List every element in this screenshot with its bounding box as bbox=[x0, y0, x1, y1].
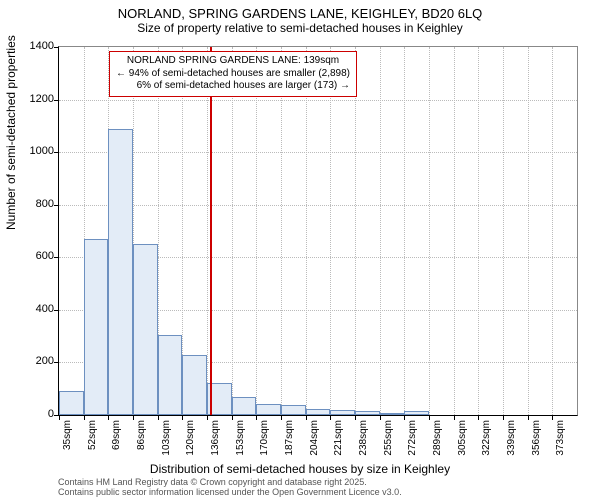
reference-line bbox=[210, 47, 212, 415]
y-tick-label: 0 bbox=[14, 408, 54, 420]
histogram-chart: NORLAND, SPRING GARDENS LANE, KEIGHLEY, … bbox=[0, 0, 600, 500]
y-tick-label: 400 bbox=[14, 303, 54, 315]
histogram-bar bbox=[84, 239, 109, 415]
credit-line-2: Contains public sector information licen… bbox=[58, 488, 402, 498]
histogram-bar bbox=[355, 411, 380, 415]
chart-title: NORLAND, SPRING GARDENS LANE, KEIGHLEY, … bbox=[0, 0, 600, 21]
histogram-bar bbox=[330, 410, 355, 415]
x-tick-label: 204sqm bbox=[309, 420, 320, 470]
x-tick-label: 221sqm bbox=[333, 420, 344, 470]
plot-area: NORLAND SPRING GARDENS LANE: 139sqm← 94%… bbox=[58, 46, 578, 416]
x-tick-label: 136sqm bbox=[210, 420, 221, 470]
y-tick-label: 1200 bbox=[14, 93, 54, 105]
x-tick-label: 339sqm bbox=[506, 420, 517, 470]
y-tick-label: 600 bbox=[14, 250, 54, 262]
x-tick-label: 170sqm bbox=[259, 420, 270, 470]
histogram-bar bbox=[306, 409, 331, 415]
histogram-bar bbox=[232, 397, 257, 415]
x-tick-label: 238sqm bbox=[358, 420, 369, 470]
y-tick-label: 800 bbox=[14, 198, 54, 210]
x-tick-label: 373sqm bbox=[555, 420, 566, 470]
x-tick-label: 187sqm bbox=[284, 420, 295, 470]
chart-subtitle: Size of property relative to semi-detach… bbox=[0, 21, 600, 37]
histogram-bar bbox=[380, 413, 405, 415]
annotation-line: NORLAND SPRING GARDENS LANE: 139sqm bbox=[116, 55, 350, 68]
histogram-bar bbox=[281, 405, 306, 415]
histogram-bar bbox=[256, 404, 281, 415]
histogram-bar bbox=[108, 129, 133, 416]
histogram-bar bbox=[59, 391, 84, 415]
y-tick-label: 1000 bbox=[14, 145, 54, 157]
x-tick-label: 356sqm bbox=[531, 420, 542, 470]
x-tick-label: 305sqm bbox=[457, 420, 468, 470]
x-tick-label: 69sqm bbox=[111, 420, 122, 470]
x-tick-label: 289sqm bbox=[432, 420, 443, 470]
histogram-bar bbox=[182, 355, 207, 415]
x-tick-label: 255sqm bbox=[383, 420, 394, 470]
x-tick-label: 153sqm bbox=[235, 420, 246, 470]
annotation-line: ← 94% of semi-detached houses are smalle… bbox=[116, 68, 350, 81]
annotation-box: NORLAND SPRING GARDENS LANE: 139sqm← 94%… bbox=[109, 51, 357, 97]
x-tick-label: 322sqm bbox=[481, 420, 492, 470]
histogram-bar bbox=[133, 244, 158, 415]
annotation-line: 6% of semi-detached houses are larger (1… bbox=[116, 80, 350, 93]
x-tick-label: 120sqm bbox=[185, 420, 196, 470]
x-tick-label: 86sqm bbox=[136, 420, 147, 470]
y-tick-label: 200 bbox=[14, 355, 54, 367]
credits: Contains HM Land Registry data © Crown c… bbox=[58, 478, 402, 498]
x-tick-label: 35sqm bbox=[62, 420, 73, 470]
x-tick-label: 52sqm bbox=[87, 420, 98, 470]
x-tick-label: 272sqm bbox=[407, 420, 418, 470]
x-tick-label: 103sqm bbox=[161, 420, 172, 470]
histogram-bar bbox=[158, 335, 183, 415]
histogram-bar bbox=[404, 411, 429, 415]
y-tick-label: 1400 bbox=[14, 40, 54, 52]
